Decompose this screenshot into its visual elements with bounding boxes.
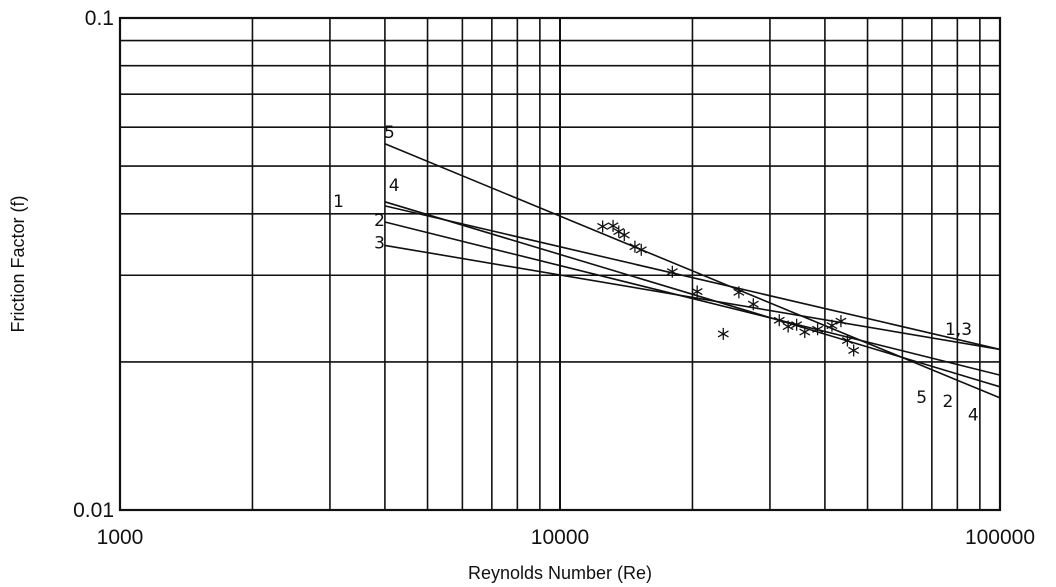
data-point xyxy=(791,318,803,331)
data-point xyxy=(666,265,678,278)
fit-line-3 xyxy=(384,244,1001,351)
plot-frame xyxy=(118,16,1002,512)
curve-label: 5 xyxy=(916,388,927,408)
data-point xyxy=(835,315,847,328)
data-point xyxy=(747,298,759,311)
curve-label: 2 xyxy=(374,211,385,231)
data-point xyxy=(799,326,811,339)
fit-lines xyxy=(384,143,1001,399)
data-point xyxy=(773,314,785,327)
y-tick-label: 0.01 xyxy=(73,499,114,522)
data-points xyxy=(597,219,860,357)
data-point xyxy=(826,319,838,332)
curve-label: 2 xyxy=(942,392,953,412)
data-point xyxy=(841,334,853,347)
data-point xyxy=(733,286,745,299)
x-tick-label: 100000 xyxy=(965,526,1035,549)
x-tick-label: 10000 xyxy=(531,526,589,549)
data-point xyxy=(618,229,630,242)
curve-label: 3 xyxy=(374,234,385,254)
data-point xyxy=(691,285,703,298)
y-axis-label: Friction Factor (f) xyxy=(8,195,28,332)
data-point xyxy=(812,323,824,336)
data-point xyxy=(635,243,647,256)
curve-label: 1,3 xyxy=(945,320,972,340)
data-point xyxy=(848,344,860,357)
data-point xyxy=(782,320,794,333)
fit-line-1 xyxy=(384,205,1001,351)
curve-label: 4 xyxy=(389,176,400,196)
curve-label: 1 xyxy=(333,192,344,212)
x-tick-label: 1000 xyxy=(97,526,144,549)
data-point xyxy=(607,219,619,232)
fit-line-2 xyxy=(384,221,1001,376)
curve-label: 5 xyxy=(384,123,395,143)
gridlines xyxy=(120,18,1000,510)
data-point xyxy=(717,327,729,340)
fit-line-5 xyxy=(384,143,1001,399)
data-point xyxy=(597,220,609,233)
x-axis-label: Reynolds Number (Re) xyxy=(468,563,652,583)
curve-label: 4 xyxy=(968,406,979,426)
tick-labels: 1000 10000 100000 0.1 0.01 xyxy=(73,7,1035,549)
y-tick-label: 0.1 xyxy=(85,7,114,30)
